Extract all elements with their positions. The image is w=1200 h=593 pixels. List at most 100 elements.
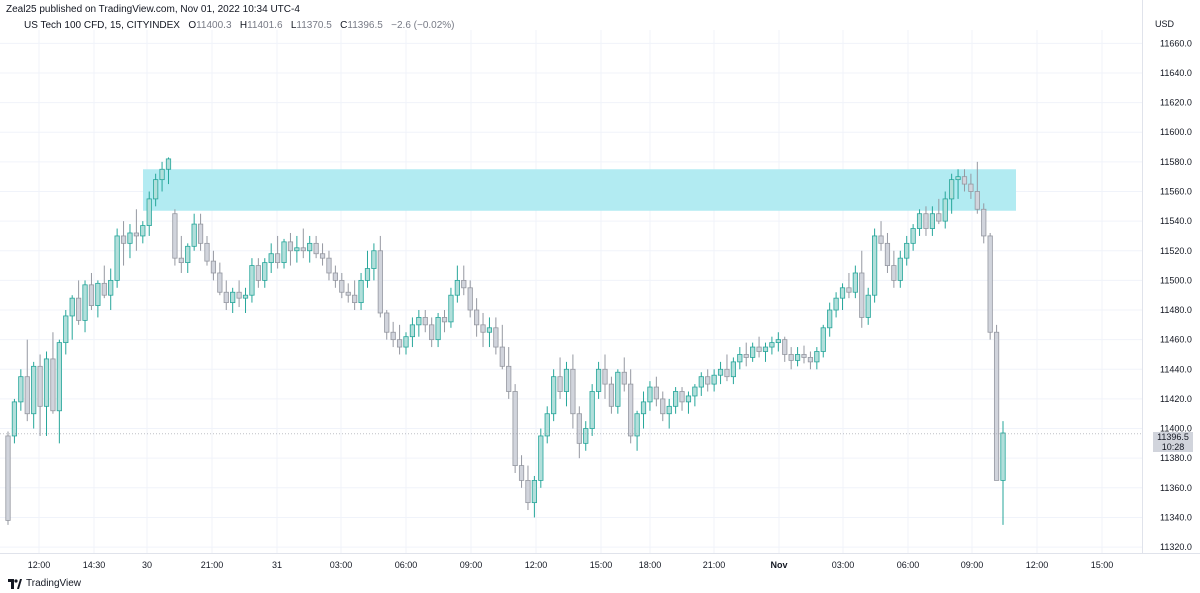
candle-body [339,279,345,293]
y-tick-label: 11620.0 [1160,98,1192,108]
candle-body [929,213,935,229]
candle-body [595,368,602,392]
candle-body [608,383,615,407]
candle-body [743,354,749,358]
candle-body [538,435,544,481]
candle-body [833,297,839,311]
candle-body [987,235,993,333]
candle-body [210,260,217,274]
y-tick-label: 11400.0 [1160,424,1192,434]
candle-body [95,282,101,306]
candle-body [76,297,82,321]
candle-body [551,376,557,415]
candle-body [673,391,679,407]
supply-zone [143,169,1016,211]
y-tick-label: 11480.0 [1160,305,1192,315]
candle-body [467,287,473,311]
candle-body [1000,432,1006,481]
candle-body [557,376,563,392]
y-tick-label: 11580.0 [1160,157,1192,167]
candle-body [615,371,621,407]
last-price-value: 11396.5 [1157,432,1189,442]
candle-body [563,368,570,392]
x-tick-label: 15:00 [590,560,613,570]
x-tick-label: 21:00 [703,560,726,570]
candle-body [711,374,717,385]
candle-body [172,213,178,259]
candle-body [127,232,133,244]
candle-body [223,291,229,304]
candle-body [255,265,261,281]
candle-body [37,365,43,407]
low-value: 11370.5 [296,20,332,31]
symbol-label[interactable]: US Tech 100 CFD, 15, CITYINDEX [24,20,180,31]
candle-body [968,183,974,192]
candle-body [82,284,88,321]
candle-body [916,213,923,229]
candle-body [268,253,274,264]
candle-body [352,294,358,304]
y-tick-label: 11560.0 [1160,186,1192,196]
candle-body [294,247,300,252]
candle-body [24,376,30,415]
candle-body [993,331,1000,481]
y-tick-label: 11460.0 [1160,335,1192,345]
candle-body [178,257,184,264]
candle-body [5,435,11,521]
candle-body [660,398,666,415]
candle-body [891,265,897,281]
candle-body [666,405,672,415]
candle-body [319,253,326,259]
candle-body [923,213,929,229]
x-tick-label: 31 [272,560,282,570]
candle-body [878,235,884,244]
y-tick-label: 11380.0 [1160,453,1192,463]
candle-body [936,213,942,222]
candle-body [981,208,987,237]
x-tick-label: 30 [142,560,152,570]
candle-body [108,279,114,296]
candle-body [814,351,820,363]
candle-body [518,465,525,481]
candle-body [486,327,493,333]
candle-body [146,198,152,226]
candle-body [737,354,743,363]
candle-body [634,413,640,437]
candle-body [242,294,249,299]
tradingview-logo[interactable]: TradingView [8,578,81,589]
candle-body [692,386,698,397]
candle-body [332,272,338,281]
candle-body [949,179,955,200]
change-value: −2.6 (−0.02%) [391,20,455,31]
y-tick-label: 11660.0 [1160,38,1192,48]
y-tick-label: 11500.0 [1160,275,1192,285]
x-tick-label: 12:00 [525,560,548,570]
tradingview-brand: TradingView [26,578,82,589]
y-tick-label: 11640.0 [1160,68,1192,78]
candle-body [345,291,351,296]
candle-body [11,401,18,437]
candle-body [371,250,377,269]
candle-body [647,386,653,403]
candle-body [262,262,268,281]
candle-body [429,324,435,341]
candle-body [101,282,107,296]
candle-body [422,317,428,326]
candle-body [653,386,659,400]
candle-body [114,235,120,281]
bar-countdown: 10:28 [1161,442,1185,452]
candle-body [461,279,467,289]
y-tick-label: 11320.0 [1160,542,1192,552]
candle-body [872,235,878,296]
candle-body [493,327,499,348]
candle-body [827,309,833,329]
candle-body [300,247,306,252]
candle-body [910,228,916,244]
y-tick-label: 11360.0 [1160,483,1192,493]
published-caption: Zeal25 published on TradingView.com, Nov… [6,4,300,15]
open-value: 11400.3 [196,20,232,31]
candle-body [56,342,62,412]
candle-body [512,391,518,466]
y-tick-label: 11540.0 [1160,216,1192,226]
